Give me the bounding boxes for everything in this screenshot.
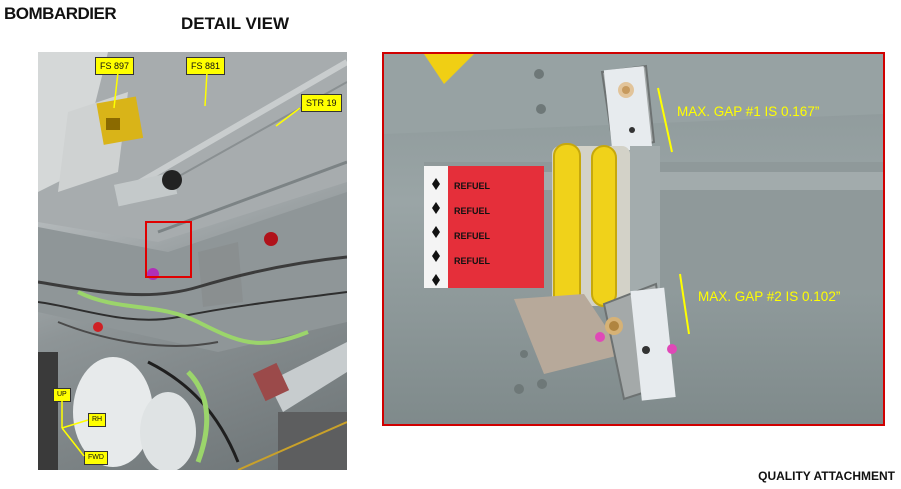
footer-label: QUALITY ATTACHMENT (758, 469, 895, 483)
tag-fwd: FWD (84, 451, 108, 465)
overview-photo (38, 52, 347, 470)
tag-str19: STR 19 (301, 94, 342, 112)
gap1-label: MAX. GAP #1 IS 0.167” (677, 104, 820, 119)
page-title: DETAIL VIEW (181, 14, 289, 33)
tag-rh: RH (88, 413, 107, 427)
overview-photo-drawing (38, 52, 347, 470)
detail-photo-drawing: REFUEL REFUEL REFUEL REFUEL (384, 54, 883, 401)
detail-photo: REFUEL REFUEL REFUEL REFUEL MAX. GAP #1 … (382, 52, 885, 426)
refuel-label-2: REFUEL (454, 206, 491, 216)
refuel-label-1: REFUEL (454, 181, 491, 191)
refuel-label-4: REFUEL (454, 256, 491, 266)
refuel-label-3: REFUEL (454, 231, 491, 241)
tag-up: UP (53, 388, 71, 402)
gap2-label: MAX. GAP #2 IS 0.102” (698, 289, 841, 304)
detail-highlight-box (145, 221, 192, 278)
tag-fs897: FS 897 (95, 57, 135, 75)
brand-logo: BOMBARDIER (4, 4, 117, 23)
tag-fs881: FS 881 (186, 57, 226, 75)
